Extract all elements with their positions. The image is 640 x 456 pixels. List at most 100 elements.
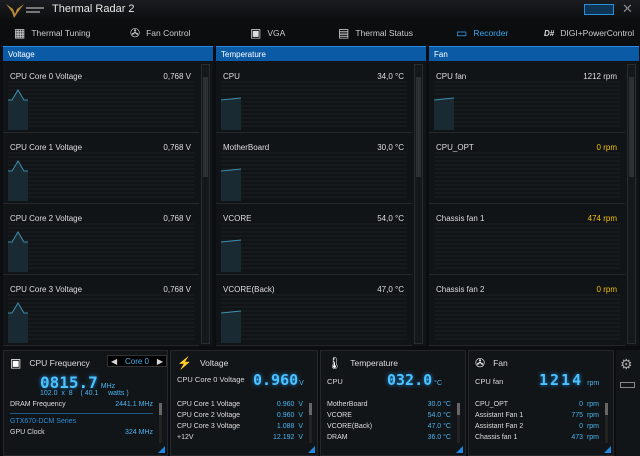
sensor-history-graph [8, 81, 194, 130]
tab-fan-control[interactable]: ✇ Fan Control [130, 24, 190, 42]
scrollbar[interactable] [159, 403, 162, 443]
sensor-row[interactable]: CPU Core 1 Voltage 0,768 V [3, 133, 199, 204]
monitor-chart-icon: ▭ [456, 26, 468, 40]
tab-thermal-status[interactable]: ▤ Thermal Status [338, 24, 413, 42]
sensor-row[interactable]: CPU Core 3 Voltage 0,768 V [3, 275, 199, 346]
reading-value: 0.960 V [276, 412, 303, 419]
temperature-panel: Temperature CPU 34,0 °C MotherBoard 30,0 °C… [216, 46, 426, 346]
reading-row: MotherBoard 30.0 °C [327, 401, 451, 408]
sensor-row[interactable]: CPU fan 1212 rpm [429, 62, 625, 133]
tab-vga[interactable]: ▣ VGA [250, 24, 285, 42]
motherboard-icon: ▦ [14, 26, 26, 40]
resize-corner[interactable] [604, 446, 611, 453]
tab-label: VGA [267, 28, 286, 38]
main-value: 1214 [539, 371, 584, 389]
sensor-value: 0 rpm [596, 143, 617, 152]
reading-row: CPU Core 1 Voltage 0.960 V [177, 401, 303, 408]
sensor-value: 0 rpm [596, 285, 617, 294]
document-icon: ▤ [338, 26, 350, 40]
thermometer-icon: 🌡 [327, 356, 343, 370]
sensor-row[interactable]: VCORE 54,0 °C [216, 204, 412, 275]
voltage-widget: ⚡ Voltage CPU Core 0 Voltage 0.960 V CPU C… [170, 350, 318, 456]
resize-corner[interactable] [158, 446, 165, 453]
reading-value: 12.192 V [273, 434, 303, 441]
scrollbar[interactable] [627, 64, 636, 344]
sensor-value: 0,768 V [163, 72, 191, 81]
sensor-history-graph [434, 81, 620, 130]
digi-icon: D# [544, 28, 555, 38]
sensor-row[interactable]: CPU_OPT 0 rpm [429, 133, 625, 204]
scrollbar[interactable] [201, 64, 210, 344]
title-bar: Thermal Radar 2 ✕ [0, 0, 640, 20]
dual-view-icon[interactable] [620, 382, 635, 388]
reading-value: 54.0 °C [427, 412, 451, 419]
sensor-row[interactable]: CPU 34,0 °C [216, 62, 412, 133]
resize-corner[interactable] [456, 446, 463, 453]
prev-core-button[interactable]: ◀ [111, 356, 118, 366]
unit: °C [434, 380, 443, 387]
reading-label: VCORE [327, 412, 352, 419]
cpu-frequency-widget: ▣ CPU Frequency ◀ Core 0 ▶ 0815.7 MHz 102.0 … [3, 350, 168, 456]
sensor-label: CPU Core 3 Voltage [10, 285, 83, 294]
sensor-label: VCORE(Back) [223, 285, 275, 294]
sensor-row[interactable]: CPU Core 0 Voltage 0,768 V [3, 62, 199, 133]
widget-title: Fan [493, 358, 508, 368]
scrollbar[interactable] [414, 64, 423, 344]
main-label: CPU [327, 377, 343, 386]
sensor-history-graph [221, 81, 407, 130]
fan-panel: Fan CPU fan 1212 rpm CPU_OPT 0 rpm Chassis f… [429, 46, 639, 346]
sensor-history-graph [434, 152, 620, 198]
reading-label: MotherBoard [327, 401, 368, 408]
sensor-row[interactable]: Chassis fan 2 0 rpm [429, 275, 625, 346]
voltage-panel: Voltage CPU Core 0 Voltage 0,768 V CPU Cor… [3, 46, 213, 346]
unit: rpm [587, 380, 600, 387]
sensor-value: 30,0 °C [377, 143, 404, 152]
unit: MHz [100, 383, 116, 390]
close-button[interactable]: ✕ [622, 1, 633, 16]
sensor-label: CPU Core 0 Voltage [10, 72, 83, 81]
sensor-row[interactable]: Chassis fan 1 474 rpm [429, 204, 625, 275]
gpu-clock-value: 324 MHz [124, 429, 153, 436]
multiplier-detail: 102.0 x 8 ( 40.1 watts ) [40, 390, 129, 397]
reading-label: CPU Core 3 Voltage [177, 423, 241, 430]
reading-value: 473 rpm [571, 434, 599, 441]
tab-label: Fan Control [146, 28, 191, 38]
reading-row: VCORE(Back) 47.0 °C [327, 423, 451, 430]
tab-thermal-tuning[interactable]: ▦ Thermal Tuning [14, 24, 90, 42]
sensor-history-graph [8, 294, 194, 343]
dram-value: 2441.1 MHz [115, 401, 153, 408]
scrollbar[interactable] [457, 403, 460, 443]
reading-row: +12V 12.192 V [177, 434, 303, 441]
sensor-value: 0,768 V [163, 214, 191, 223]
core-selector[interactable]: ◀ Core 0 ▶ [107, 355, 167, 367]
reading-label: VCORE(Back) [327, 423, 373, 430]
core-value: Core 0 [124, 356, 149, 366]
sensor-value: 54,0 °C [377, 214, 404, 223]
tab-recorder[interactable]: ▭ Recorder [456, 24, 508, 42]
tab-digi-power-control[interactable]: D# DIGI+PowerControl [544, 24, 634, 42]
sensor-row[interactable]: CPU Core 2 Voltage 0,768 V [3, 204, 199, 275]
sensor-row[interactable]: VCORE(Back) 47,0 °C [216, 275, 412, 346]
reading-value: 775 rpm [571, 412, 599, 419]
sensor-value: 47,0 °C [377, 285, 404, 294]
reading-row: CPU Core 3 Voltage 1.088 V [177, 423, 303, 430]
scrollbar[interactable] [309, 403, 312, 443]
layout-toggle-button[interactable] [584, 4, 614, 15]
sensor-history-graph [221, 152, 407, 201]
resize-corner[interactable] [308, 446, 315, 453]
settings-gear-icon[interactable]: ⚙ [620, 356, 633, 372]
widget-title: Temperature [350, 358, 398, 368]
sensor-value: 474 rpm [587, 214, 617, 223]
main-value: 0.960 [253, 371, 299, 389]
tab-label: Thermal Tuning [31, 28, 91, 38]
cpu-icon: ▣ [10, 356, 22, 370]
reading-row: VCORE 54.0 °C [327, 412, 451, 419]
next-core-button[interactable]: ▶ [156, 356, 163, 366]
tab-bar: ▦ Thermal Tuning ✇ Fan Control ▣ VGA ▤ Therm… [0, 20, 640, 44]
sensor-row[interactable]: MotherBoard 30,0 °C [216, 133, 412, 204]
panel-title: Voltage [3, 46, 213, 61]
reading-value: 1.088 V [276, 423, 303, 430]
scrollbar[interactable] [605, 403, 608, 443]
reading-value: 0 rpm [579, 401, 599, 408]
sensor-value: 0,768 V [163, 143, 191, 152]
